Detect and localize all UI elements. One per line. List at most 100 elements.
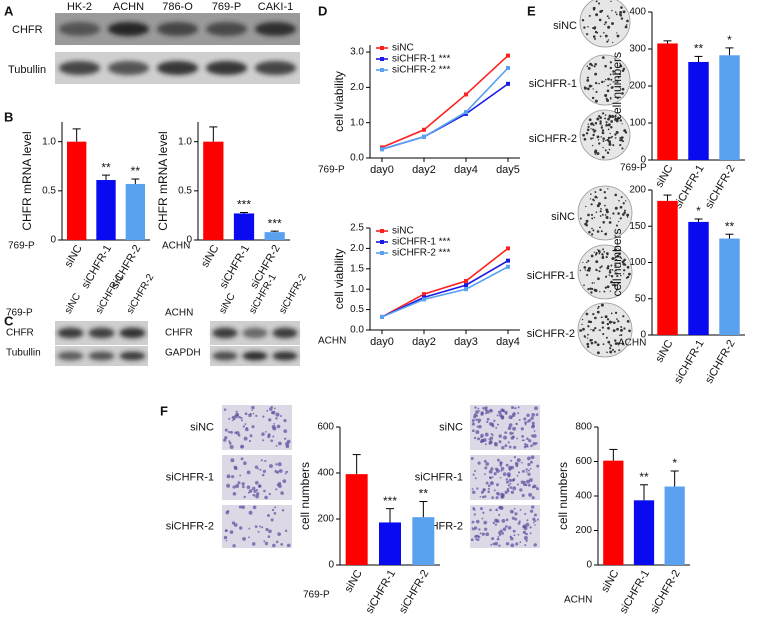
cell <box>522 530 527 535</box>
cell <box>524 544 527 547</box>
cell <box>529 478 533 482</box>
cell <box>505 525 508 528</box>
colony <box>586 65 589 68</box>
colony <box>616 232 619 234</box>
colony <box>588 230 591 234</box>
cell <box>504 431 508 435</box>
colony <box>599 188 602 192</box>
cell <box>227 430 231 434</box>
bar <box>657 43 678 161</box>
cell <box>524 423 527 426</box>
colony <box>590 122 593 126</box>
cell <box>517 412 520 415</box>
colony <box>602 332 605 336</box>
y-tick-label: 100 <box>629 257 646 268</box>
colony <box>591 282 594 284</box>
cell <box>267 433 271 437</box>
cell <box>472 490 476 495</box>
point <box>380 147 384 152</box>
cell <box>260 459 263 462</box>
cell <box>530 416 534 420</box>
colony <box>609 66 613 70</box>
cell <box>499 464 503 467</box>
colony <box>587 213 590 217</box>
y-tick-label: 150 <box>629 221 646 232</box>
significance-label: ** <box>419 487 429 501</box>
lane-label: siCHFR-2 <box>125 272 157 316</box>
cell <box>263 489 266 493</box>
colony <box>605 121 608 124</box>
colony <box>596 31 599 34</box>
colony <box>616 327 619 331</box>
colony <box>602 255 605 258</box>
colony <box>615 224 619 227</box>
colony <box>615 272 618 275</box>
colony <box>598 142 601 145</box>
colony <box>596 152 600 155</box>
bar <box>688 61 709 161</box>
cell <box>235 431 240 435</box>
colony <box>597 307 599 310</box>
colony <box>586 128 590 132</box>
significance-label: ** <box>725 219 735 233</box>
x-tick-label: siNC <box>653 338 675 365</box>
bar <box>603 460 624 565</box>
colony <box>604 117 607 120</box>
cell <box>249 412 252 415</box>
y-tick-label: 100 <box>629 118 646 129</box>
colony <box>592 312 595 316</box>
cell <box>527 483 531 487</box>
cell <box>482 406 485 410</box>
colony <box>611 22 614 25</box>
colony <box>618 199 620 202</box>
cell <box>471 520 475 524</box>
cell <box>286 543 291 548</box>
colony <box>592 124 595 127</box>
cell <box>239 526 243 530</box>
significance-label: ** <box>639 470 649 484</box>
x-tick-label: siCHFR-2 <box>703 338 738 386</box>
colony <box>597 249 599 251</box>
cell <box>226 474 231 479</box>
row-label: CHFR <box>6 328 34 339</box>
cell <box>471 527 474 529</box>
cell <box>475 414 479 418</box>
blot-band <box>272 351 298 361</box>
cell <box>255 494 259 499</box>
cell <box>498 544 501 547</box>
row-label: Tubullin <box>6 348 41 359</box>
colony <box>587 123 589 125</box>
colony <box>585 132 589 135</box>
colony <box>593 199 595 202</box>
cell <box>496 537 500 541</box>
colony <box>626 265 630 269</box>
colony <box>624 25 628 29</box>
cell <box>271 508 275 512</box>
cell <box>498 410 502 415</box>
cell <box>232 544 236 548</box>
cell <box>523 535 528 540</box>
x-tick-label: siNC <box>342 568 364 595</box>
cell <box>248 440 251 443</box>
lane-label: siCHFR-2 <box>277 272 309 316</box>
colony <box>621 147 624 150</box>
blot-band <box>119 327 146 339</box>
y-tick-label: 800 <box>575 422 592 433</box>
cell <box>229 430 233 434</box>
cell <box>264 495 268 500</box>
colony <box>605 139 607 141</box>
colony <box>613 350 616 353</box>
y-tick-label: 0 <box>640 155 646 166</box>
significance-label: ** <box>101 160 111 174</box>
colony <box>607 326 610 330</box>
cell <box>508 478 512 483</box>
cell <box>268 418 272 422</box>
colony <box>608 269 611 272</box>
colony <box>626 19 629 23</box>
cell <box>471 429 475 433</box>
row-label: CHFR <box>165 328 193 339</box>
cell <box>229 444 234 449</box>
y-tick-label: 2.0 <box>350 82 364 93</box>
point <box>380 314 384 319</box>
colony <box>585 205 587 208</box>
